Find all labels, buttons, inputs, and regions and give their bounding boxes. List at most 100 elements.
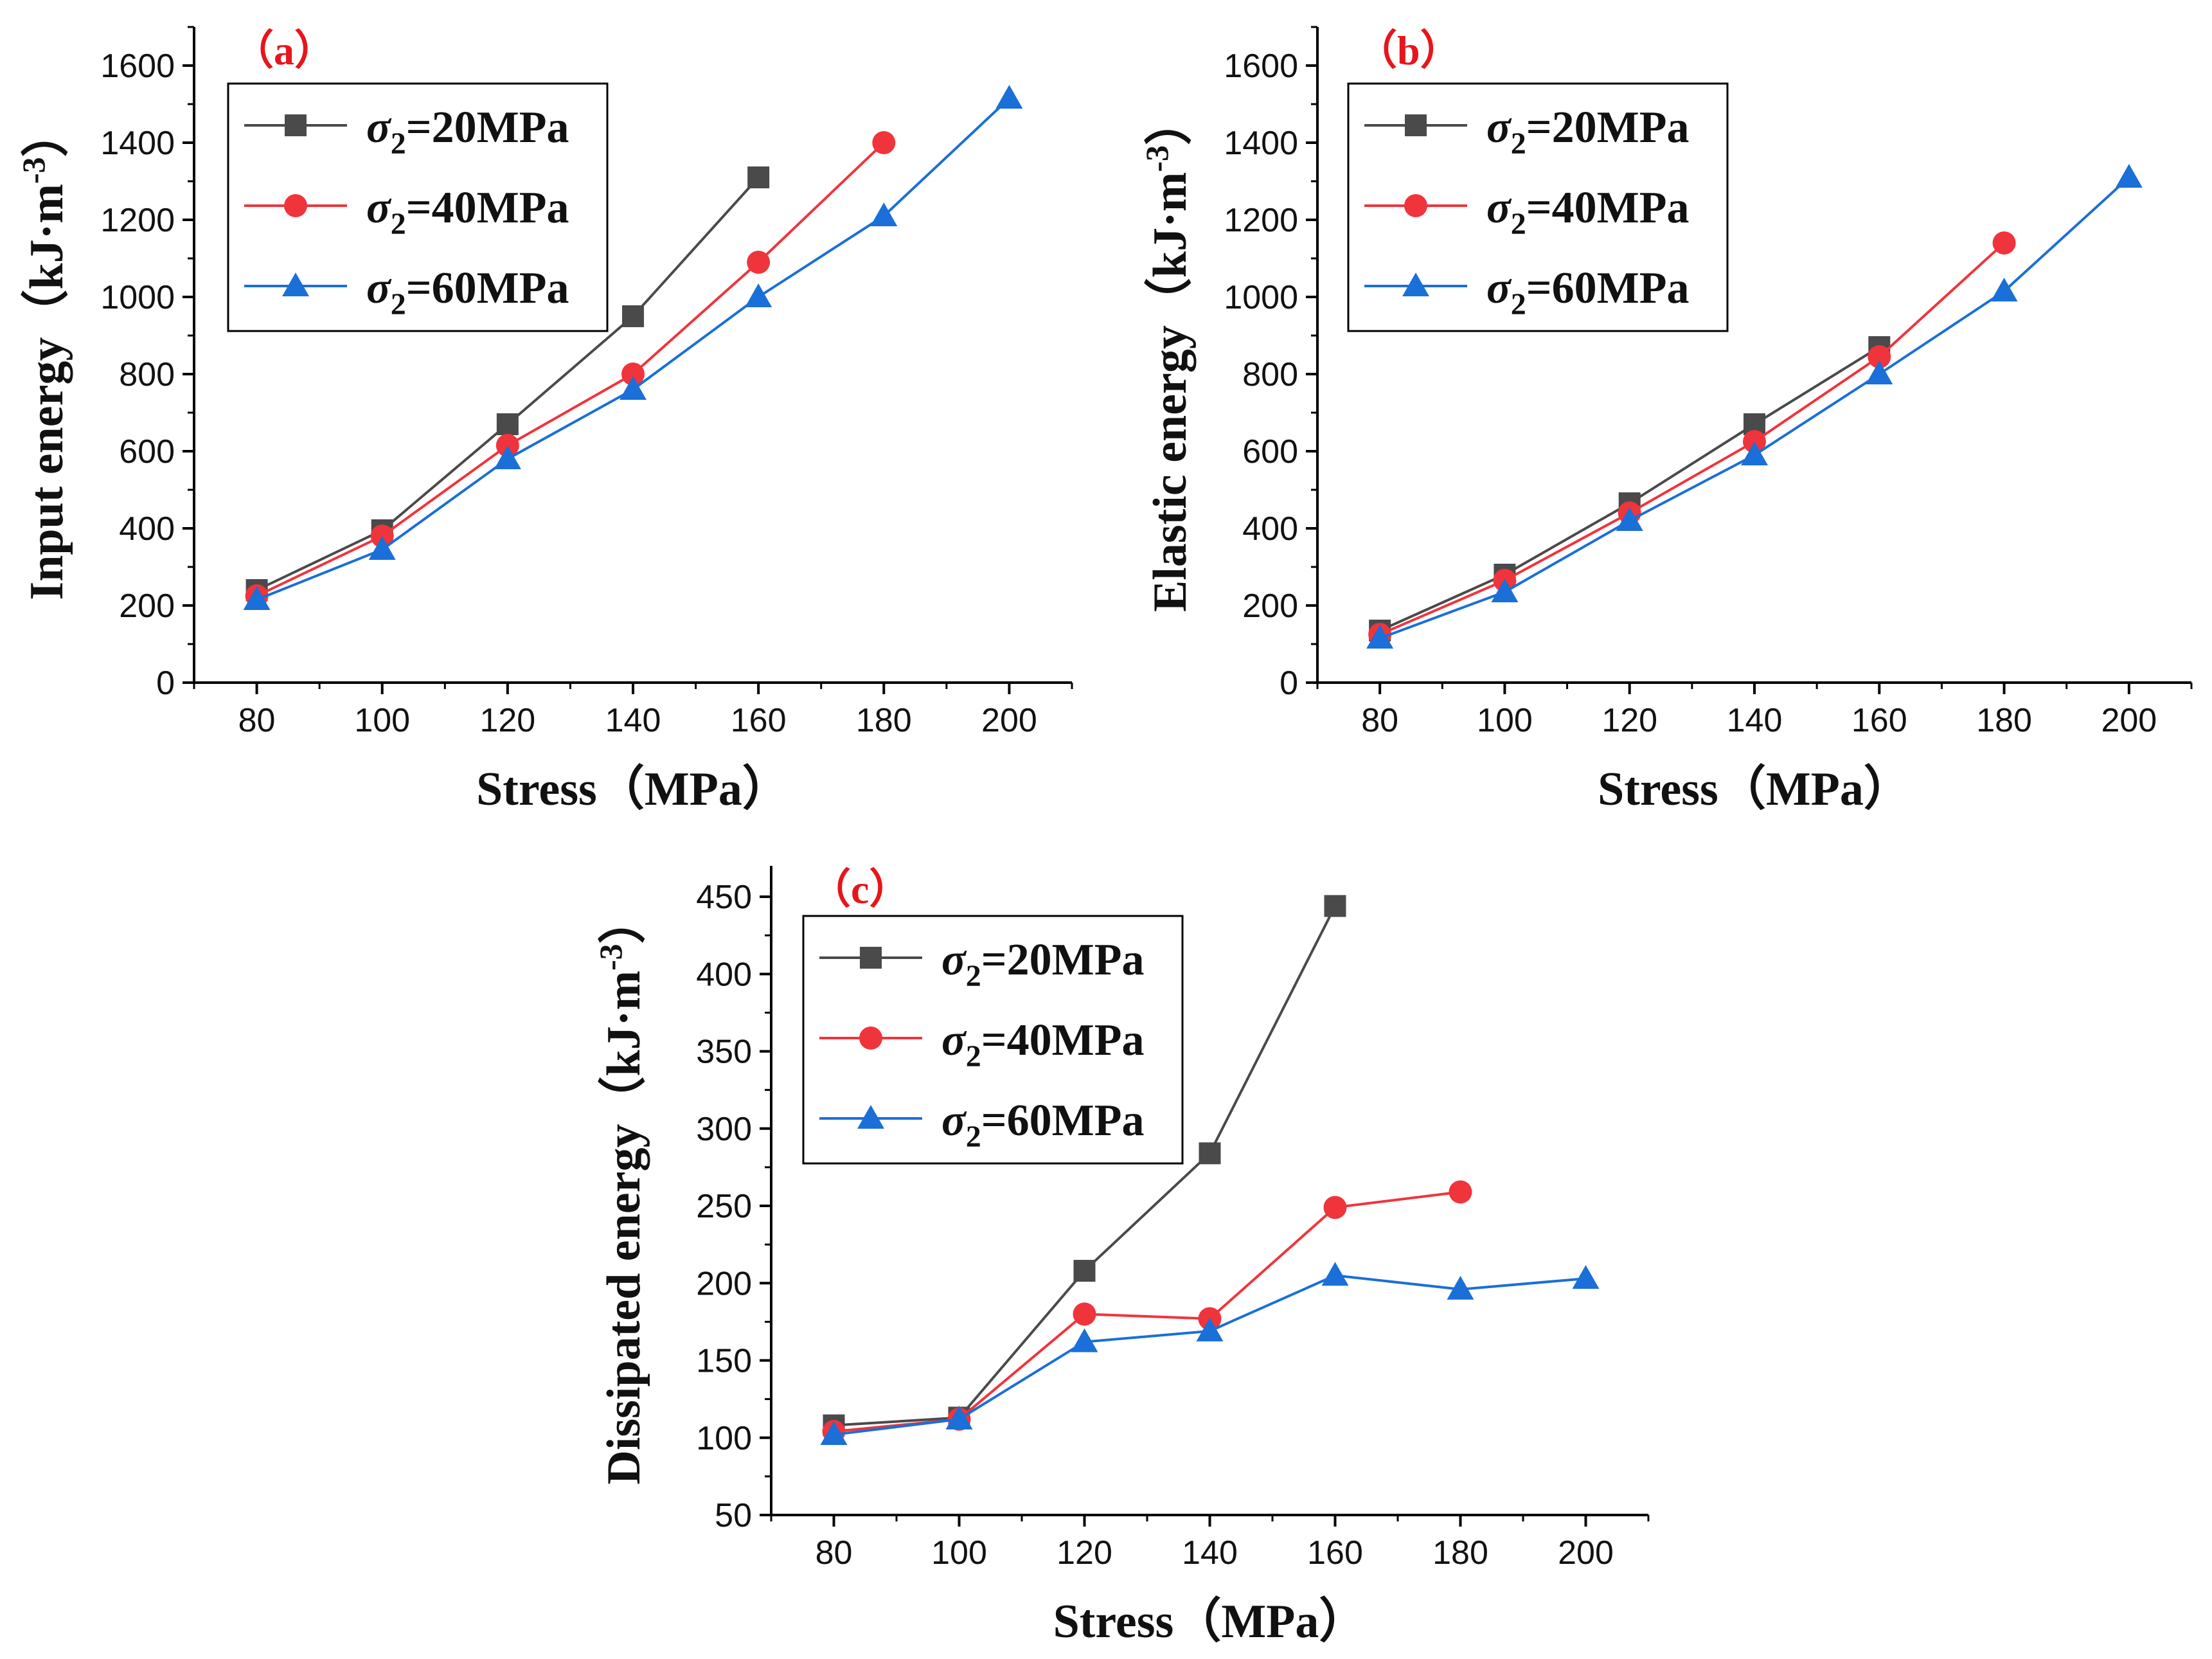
panel-label: （c） — [810, 866, 910, 912]
x-tick-label: 100 — [1477, 702, 1533, 739]
y-axis-title-superscript: -3 — [1139, 145, 1175, 172]
x-tick-label: 140 — [1182, 1534, 1238, 1572]
y-axis-title: Elastic energy（kJ·m-3） — [1139, 98, 1197, 612]
legend-sigma: σ — [941, 935, 967, 985]
y-tick-label: 400 — [1242, 510, 1298, 548]
data-point-s2 — [747, 251, 771, 274]
y-tick-label: 1200 — [100, 202, 175, 239]
data-point-s2 — [1323, 1196, 1347, 1219]
data-point-s3 — [1321, 1262, 1349, 1286]
data-point-s3 — [870, 202, 898, 226]
y-tick-label: 1000 — [1224, 279, 1298, 316]
legend-value: =60MPa — [1526, 264, 1690, 313]
legend-sigma: σ — [366, 103, 392, 152]
y-axis-title: Input energy（kJ·m-3） — [15, 109, 73, 600]
data-point-s3 — [820, 1421, 848, 1445]
legend-marker-1 — [860, 947, 882, 969]
legend-subscript: 2 — [1511, 127, 1526, 161]
legend-sigma: σ — [1486, 264, 1512, 313]
legend-subscript: 2 — [966, 1039, 981, 1073]
y-tick-label: 450 — [696, 879, 752, 916]
y-tick-label: 1600 — [100, 48, 175, 85]
y-tick-label: 600 — [1242, 433, 1298, 471]
legend-value: =20MPa — [406, 103, 569, 152]
data-point-s3 — [745, 283, 772, 307]
legend-marker-2 — [284, 194, 307, 217]
data-point-s2 — [872, 131, 896, 154]
legend-value: =40MPa — [981, 1016, 1145, 1065]
data-point-s2 — [1449, 1180, 1472, 1204]
y-tick-label: 400 — [696, 956, 752, 993]
series-line-2 — [256, 141, 885, 597]
x-tick-label: 180 — [856, 702, 912, 739]
legend-sigma: σ — [941, 1016, 967, 1065]
y-tick-label: 150 — [696, 1343, 752, 1380]
data-point-s3 — [995, 85, 1023, 109]
y-tick-label: 1400 — [100, 125, 175, 162]
legend-subscript: 2 — [391, 127, 406, 161]
x-axis-title: Stress（MPa） — [476, 763, 790, 816]
legend-subscript: 2 — [966, 959, 981, 993]
data-point-s3 — [1366, 625, 1394, 649]
legend-value: =60MPa — [406, 264, 569, 313]
x-tick-label: 80 — [1361, 702, 1398, 739]
data-point-s1 — [496, 413, 519, 435]
data-point-s2 — [1073, 1302, 1096, 1326]
legend-label-2: σ2=40MPa — [941, 1016, 1144, 1073]
legend-marker-3 — [857, 1105, 884, 1129]
panel-c-dissipated-energy: 50 100 150 200 250 300 350 400 450 80 100 120 140 160… — [593, 866, 1650, 1648]
legend-marker-3 — [1402, 273, 1429, 296]
data-point-s1 — [1199, 1142, 1221, 1165]
y-tick-label: 200 — [1242, 587, 1298, 625]
x-tick-label: 200 — [2101, 702, 2157, 739]
data-point-s3 — [1491, 578, 1519, 602]
data-point-s3 — [368, 536, 396, 560]
y-tick-label: 350 — [696, 1034, 752, 1071]
y-tick-label: 50 — [715, 1497, 752, 1534]
legend-value: =20MPa — [981, 935, 1145, 985]
legend-value: =60MPa — [981, 1096, 1145, 1145]
y-tick-label: 0 — [156, 665, 175, 702]
legend-sigma: σ — [941, 1096, 967, 1145]
legend-sigma: σ — [1486, 183, 1512, 233]
data-point-s3 — [1572, 1265, 1600, 1289]
data-point-s3 — [1616, 507, 1643, 531]
legend-value: =40MPa — [406, 183, 569, 233]
data-point-s3 — [1447, 1275, 1474, 1300]
y-axis-title: Dissipated energy（kJ·m-3） — [593, 896, 650, 1484]
x-tick-label: 160 — [1851, 702, 1907, 739]
x-tick-label: 120 — [1057, 1534, 1112, 1572]
data-point-s3 — [1071, 1328, 1098, 1352]
y-tick-label: 1400 — [1224, 125, 1298, 162]
data-point-s2 — [621, 363, 645, 386]
data-point-s1 — [1324, 895, 1346, 917]
legend-marker-1 — [1405, 114, 1427, 136]
x-tick-label: 120 — [1601, 702, 1657, 739]
x-tick-label: 120 — [479, 702, 535, 739]
panel-label: （b） — [1356, 28, 1461, 73]
series-line-2 — [1379, 242, 2005, 636]
x-tick-label: 80 — [816, 1534, 853, 1572]
x-tick-label: 140 — [1727, 702, 1783, 739]
legend-label-3: σ2=60MPa — [1486, 264, 1689, 321]
legend-subscript: 2 — [1511, 287, 1526, 321]
legend-marker-3 — [282, 273, 309, 296]
legend-marker-1 — [285, 114, 307, 136]
y-axis-title-close: ） — [21, 109, 73, 157]
y-tick-label: 1200 — [1224, 202, 1298, 239]
legend-subscript: 2 — [391, 287, 406, 321]
legend-value: =40MPa — [1526, 183, 1690, 233]
data-point-s2 — [1868, 345, 1891, 368]
data-point-s3 — [494, 445, 521, 469]
data-point-s2 — [1992, 231, 2016, 255]
panel-b-elastic-energy: 0 200 400 600 800 1000 1200 1400 1600 80 100 120 140… — [1139, 26, 2193, 816]
y-tick-label: 200 — [696, 1265, 752, 1302]
y-tick-label: 800 — [119, 356, 175, 393]
y-tick-label: 800 — [1242, 356, 1298, 393]
data-point-s3 — [945, 1405, 973, 1430]
data-point-s3 — [243, 586, 271, 610]
legend-subscript: 2 — [966, 1120, 981, 1154]
